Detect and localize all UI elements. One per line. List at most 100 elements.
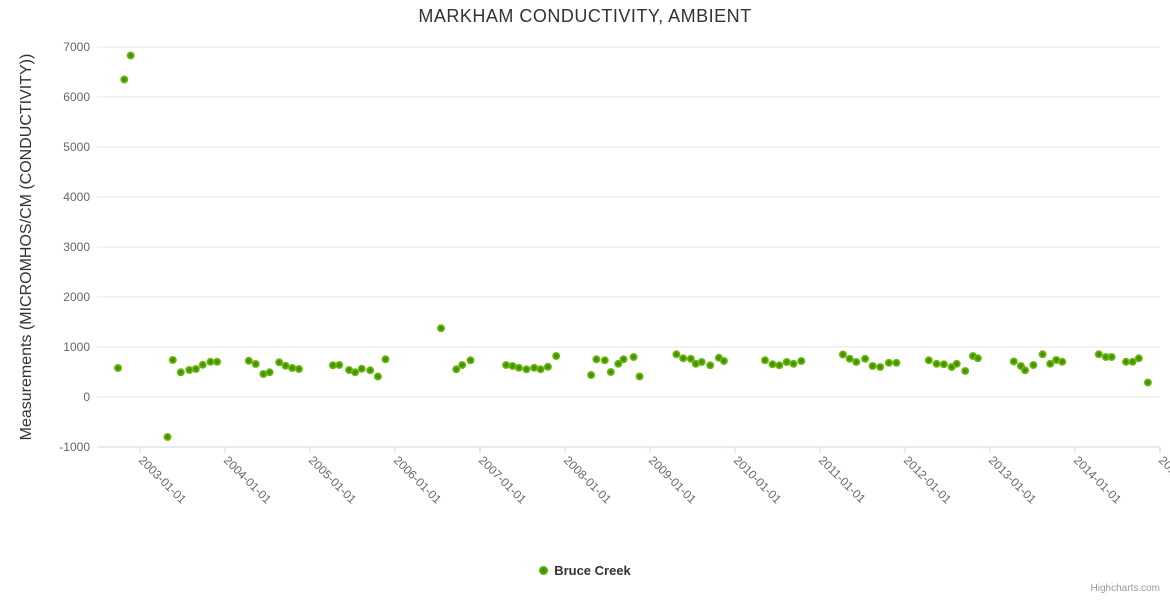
x-axis-tick-label: 2013-01-01 (986, 453, 1040, 507)
x-axis-tick-label: 2011-01-01 (816, 453, 869, 506)
data-point[interactable] (275, 358, 284, 367)
data-point[interactable] (614, 359, 623, 368)
data-point[interactable] (502, 361, 511, 369)
data-point[interactable] (876, 363, 885, 371)
data-point[interactable] (294, 365, 303, 373)
data-point[interactable] (259, 370, 268, 378)
data-point[interactable] (281, 361, 290, 370)
credits-link[interactable]: Highcharts.com (1090, 583, 1160, 594)
data-point[interactable] (251, 360, 260, 368)
data-point[interactable] (952, 359, 961, 368)
data-point[interactable] (679, 354, 688, 363)
data-point[interactable] (452, 365, 461, 374)
data-point[interactable] (1128, 357, 1137, 366)
data-point[interactable] (1038, 350, 1047, 359)
data-point[interactable] (1021, 366, 1030, 375)
data-point[interactable] (543, 362, 552, 371)
data-point[interactable] (328, 361, 337, 370)
data-point[interactable] (619, 355, 628, 364)
data-point[interactable] (706, 361, 715, 370)
data-point[interactable] (288, 364, 297, 372)
data-point[interactable] (522, 365, 531, 374)
data-point[interactable] (697, 358, 706, 366)
data-point[interactable] (1143, 378, 1152, 387)
data-point[interactable] (514, 363, 523, 372)
data-point[interactable] (1058, 357, 1067, 366)
x-axis-tick-label: 2015-01-01 (1156, 453, 1170, 507)
data-point[interactable] (1009, 357, 1018, 366)
data-point[interactable] (373, 372, 382, 381)
data-point[interactable] (939, 360, 948, 369)
data-point[interactable] (265, 368, 274, 377)
data-point[interactable] (1134, 354, 1143, 363)
data-point[interactable] (635, 372, 644, 381)
data-point[interactable] (1046, 359, 1055, 368)
data-point[interactable] (357, 364, 366, 373)
data-point[interactable] (198, 360, 207, 369)
data-point[interactable] (719, 357, 728, 365)
data-point[interactable] (185, 366, 194, 374)
data-point[interactable] (861, 354, 870, 363)
data-point[interactable] (168, 356, 177, 364)
data-point[interactable] (1107, 353, 1116, 361)
data-point[interactable] (768, 360, 777, 369)
data-point[interactable] (852, 358, 861, 366)
data-point[interactable] (530, 363, 539, 372)
data-point[interactable] (552, 352, 561, 360)
data-point[interactable] (973, 354, 982, 363)
data-point[interactable] (508, 362, 517, 370)
data-point[interactable] (1094, 350, 1103, 359)
data-point[interactable] (466, 356, 475, 365)
data-point[interactable] (163, 433, 172, 441)
x-axis-tick-label: 2003-01-01 (136, 453, 190, 507)
data-point[interactable] (789, 359, 798, 368)
data-point[interactable] (120, 75, 129, 84)
data-point[interactable] (176, 368, 185, 377)
legend-label: Bruce Creek (554, 563, 631, 578)
data-point[interactable] (672, 350, 681, 359)
data-point[interactable] (1122, 357, 1130, 366)
data-point[interactable] (1029, 361, 1038, 369)
data-point[interactable] (1101, 353, 1110, 361)
data-point[interactable] (961, 367, 970, 375)
data-point[interactable] (782, 358, 791, 366)
data-point[interactable] (924, 356, 933, 365)
data-point[interactable] (592, 355, 601, 364)
data-point[interactable] (351, 368, 360, 377)
data-point[interactable] (191, 365, 200, 373)
data-point[interactable] (761, 356, 769, 365)
data-point[interactable] (126, 51, 135, 60)
data-point[interactable] (335, 361, 344, 369)
legend-item-bruce-creek[interactable]: Bruce Creek (539, 563, 631, 578)
data-point[interactable] (838, 350, 847, 359)
legend: Bruce Creek (0, 563, 1170, 578)
data-point[interactable] (437, 324, 445, 333)
data-point[interactable] (932, 359, 941, 368)
gridlines (97, 46, 1160, 448)
data-point[interactable] (797, 357, 806, 365)
data-point[interactable] (892, 358, 901, 367)
data-point[interactable] (366, 366, 375, 375)
data-point[interactable] (845, 354, 854, 363)
data-point[interactable] (606, 368, 615, 376)
data-point[interactable] (114, 364, 122, 372)
data-point[interactable] (600, 356, 609, 365)
data-point[interactable] (213, 357, 222, 366)
data-point[interactable] (345, 366, 354, 374)
data-point[interactable] (381, 355, 390, 364)
data-point[interactable] (775, 361, 784, 370)
data-point[interactable] (587, 371, 596, 379)
data-point[interactable] (629, 353, 638, 361)
data-point[interactable] (868, 362, 877, 370)
data-point[interactable] (536, 365, 545, 374)
data-point[interactable] (206, 357, 215, 366)
y-axis-tick-label: 6000 (63, 90, 90, 104)
y-axis-tick-label: 4000 (63, 190, 90, 204)
data-point[interactable] (686, 354, 695, 363)
data-point[interactable] (244, 356, 253, 365)
x-axis-tick-label: 2009-01-01 (646, 453, 700, 507)
data-point[interactable] (884, 358, 893, 367)
y-axis-labels: -1000 0 1000 2000 3000 4000 5000 6000 7000 (59, 40, 90, 454)
data-point[interactable] (458, 361, 467, 369)
